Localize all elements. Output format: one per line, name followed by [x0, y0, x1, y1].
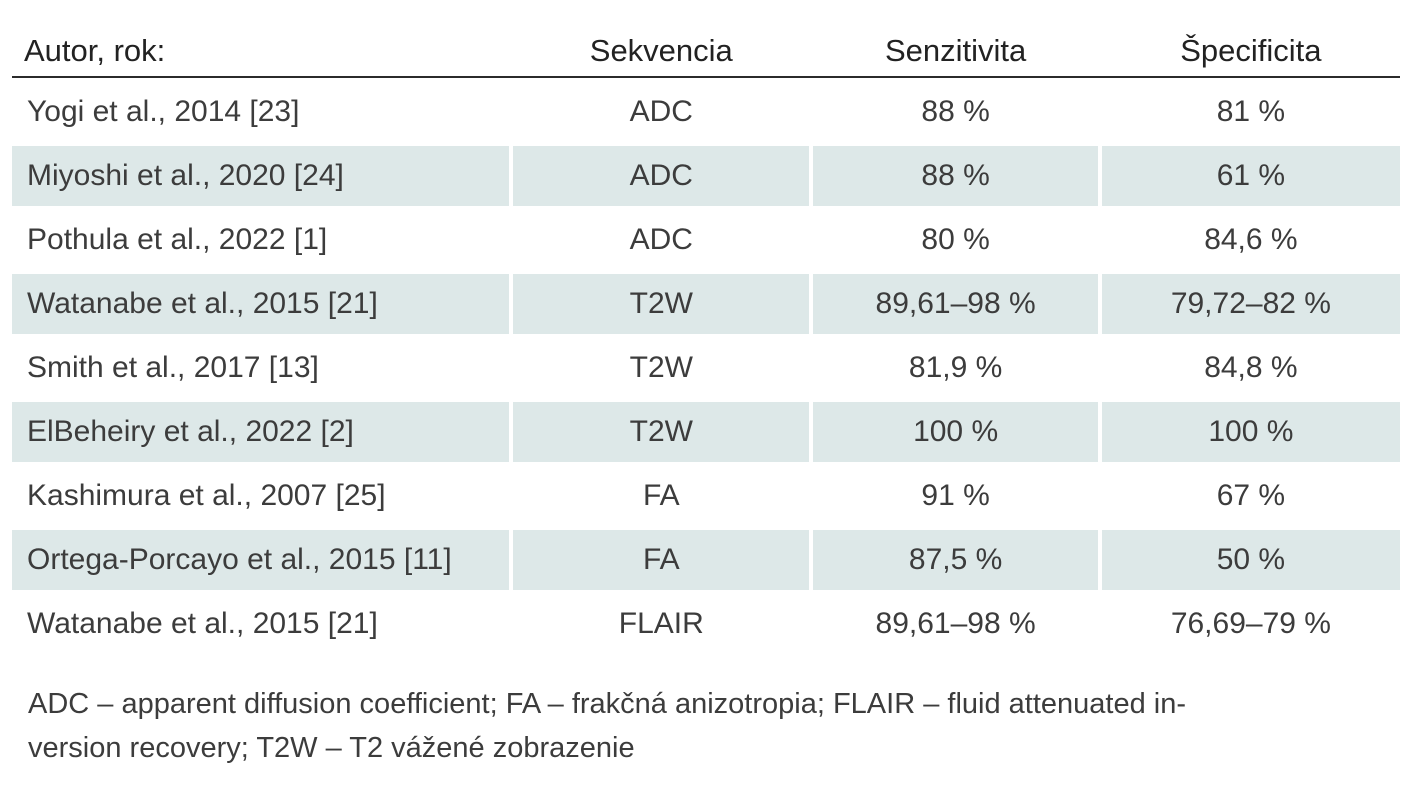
table-row: Kashimura et al., 2007 [25] FA 91 % 67 %: [12, 466, 1400, 526]
cell-sensitivity: 88 %: [813, 146, 1098, 206]
cell-sequence: FA: [513, 530, 810, 590]
cell-sequence: T2W: [629, 351, 693, 384]
cell-specificity: 50 %: [1101, 530, 1401, 590]
cell-sequence: T2W: [513, 402, 810, 462]
header-sequence: Sekvencia: [589, 33, 733, 68]
table-row: Miyoshi et al., 2020 [24] ADC 88 % 61 %: [12, 146, 1401, 206]
cell-specificity: 84,6 %: [1204, 223, 1298, 256]
table-row: ElBeheiry et al., 2022 [2] T2W 100 % 100 %: [12, 402, 1401, 462]
cell-sensitivity: 89,61–98 %: [875, 607, 1036, 640]
table-row: Watanabe et al., 2015 [21] FLAIR 89,61–98 …: [12, 594, 1400, 654]
cell-specificity: 84,8 %: [1204, 351, 1298, 384]
cell-sensitivity: 88 %: [921, 95, 990, 128]
cell-sensitivity: 91 %: [921, 479, 990, 512]
header-author: Autor, rok:: [24, 33, 166, 68]
cell-specificity: 76,69–79 %: [1170, 607, 1331, 640]
cell-sensitivity: 87,5 %: [813, 530, 1098, 590]
cell-author: Watanabe et al., 2015 [21]: [27, 607, 378, 640]
cell-sequence: ADC: [629, 223, 693, 256]
header-sensitivity: Senzitivita: [884, 33, 1027, 68]
cell-author: Ortega-Porcayo et al., 2015 [11]: [12, 530, 510, 590]
results-table: Autor, rok: Sekvencia Senzitivita Špecif…: [12, 26, 1401, 658]
table-body: Yogi et al., 2014 [23] ADC 88 % 81 % Miyoshi…: [12, 82, 1401, 654]
cell-sequence: FLAIR: [618, 607, 704, 640]
cell-sequence: FA: [642, 479, 680, 512]
cell-author: Watanabe et al., 2015 [21]: [12, 274, 510, 334]
table-row: Ortega-Porcayo et al., 2015 [11] FA 87,5 %…: [12, 530, 1401, 590]
cell-sensitivity: 81,9 %: [908, 351, 1003, 384]
cell-author: Kashimura et al., 2007 [25]: [27, 479, 386, 512]
cell-specificity: 81 %: [1216, 95, 1286, 128]
table-header: Autor, rok: Sekvencia Senzitivita Špecif…: [12, 26, 1400, 78]
header-specificity: Špecificita: [1180, 33, 1322, 68]
footnote-line-1: ADC – apparent diffusion coefficient; FA…: [28, 688, 1187, 720]
cell-author: Smith et al., 2017 [13]: [27, 351, 319, 384]
cell-sensitivity: 89,61–98 %: [813, 274, 1098, 334]
cell-author: Pothula et al., 2022 [1]: [27, 223, 328, 256]
cell-specificity: 67 %: [1216, 479, 1286, 512]
table-row: Watanabe et al., 2015 [21] T2W 89,61–98 % 7…: [12, 274, 1401, 334]
cell-author: ElBeheiry et al., 2022 [2]: [12, 402, 510, 462]
table-row: Yogi et al., 2014 [23] ADC 88 % 81 %: [12, 82, 1400, 142]
cell-specificity: 61 %: [1101, 146, 1401, 206]
cell-author: Yogi et al., 2014 [23]: [27, 95, 300, 128]
footnote-line-2: version recovery; T2W – T2 vážené zobraz…: [28, 732, 635, 764]
table-row: Smith et al., 2017 [13] T2W 81,9 % 84,8 %: [12, 338, 1400, 398]
table-footnote: ADC – apparent diffusion coefficient; FA…: [28, 682, 1398, 770]
cell-author: Miyoshi et al., 2020 [24]: [12, 146, 510, 206]
table-row: Pothula et al., 2022 [1] ADC 80 % 84,6 %: [12, 210, 1400, 270]
cell-specificity: 100 %: [1101, 402, 1401, 462]
cell-sequence: ADC: [629, 95, 693, 128]
cell-sequence: T2W: [513, 274, 810, 334]
cell-sensitivity: 100 %: [813, 402, 1098, 462]
cell-specificity: 79,72–82 %: [1101, 274, 1401, 334]
cell-sensitivity: 80 %: [921, 223, 990, 256]
cell-sequence: ADC: [513, 146, 810, 206]
